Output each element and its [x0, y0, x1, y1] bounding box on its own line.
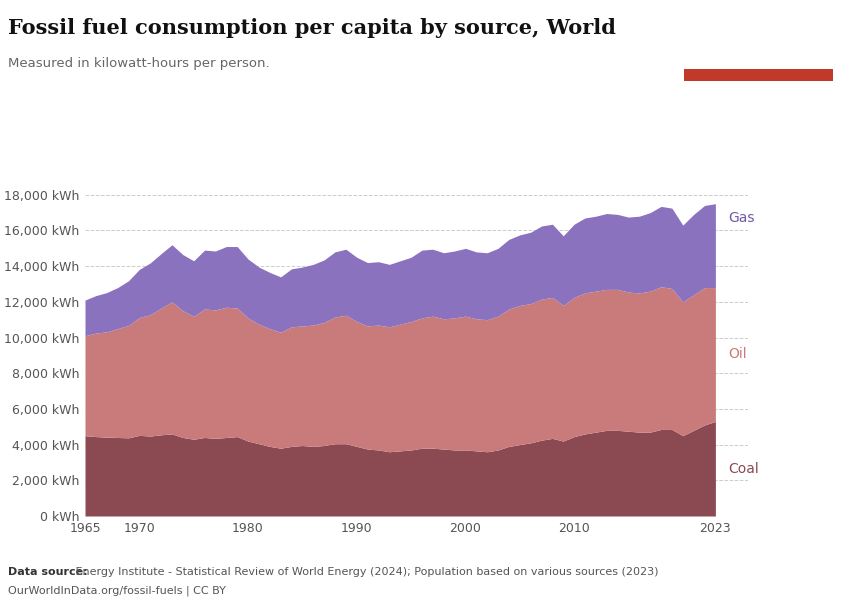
Text: Coal: Coal: [728, 462, 759, 476]
Text: Gas: Gas: [728, 211, 755, 225]
Text: Our World: Our World: [725, 25, 792, 38]
Text: OurWorldInData.org/fossil-fuels | CC BY: OurWorldInData.org/fossil-fuels | CC BY: [8, 585, 226, 595]
Text: Fossil fuel consumption per capita by source, World: Fossil fuel consumption per capita by so…: [8, 18, 616, 38]
Text: in Data: in Data: [734, 47, 783, 60]
Text: Measured in kilowatt-hours per person.: Measured in kilowatt-hours per person.: [8, 57, 270, 70]
Text: Energy Institute - Statistical Review of World Energy (2024); Population based o: Energy Institute - Statistical Review of…: [72, 567, 659, 577]
Text: Data source:: Data source:: [8, 567, 88, 577]
Bar: [684, 68, 833, 81]
Text: Oil: Oil: [728, 347, 747, 361]
